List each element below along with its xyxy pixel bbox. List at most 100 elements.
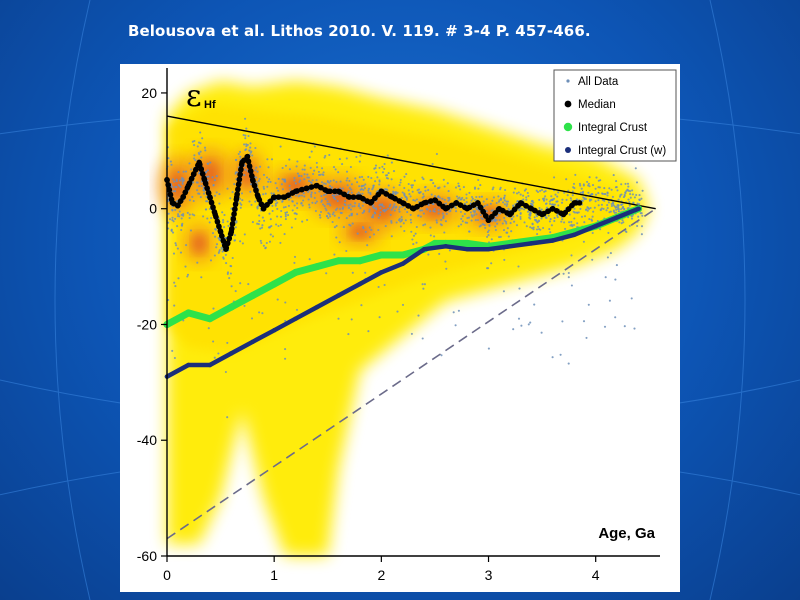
data-point xyxy=(591,193,594,196)
data-point xyxy=(430,193,433,196)
data-point xyxy=(480,195,483,198)
x-tick-label: 2 xyxy=(377,567,385,583)
data-point xyxy=(553,203,556,206)
data-point xyxy=(303,173,306,176)
median-series-point xyxy=(496,205,502,212)
data-point xyxy=(369,193,372,196)
data-point xyxy=(556,214,559,217)
data-point xyxy=(373,211,376,214)
data-point xyxy=(358,160,361,163)
data-point xyxy=(322,171,325,174)
data-point xyxy=(392,205,395,208)
data-point xyxy=(452,311,455,314)
data-point xyxy=(283,180,286,183)
data-point xyxy=(519,217,522,220)
data-point xyxy=(548,228,551,231)
data-point xyxy=(553,216,556,220)
data-point xyxy=(174,190,177,193)
data-point xyxy=(602,207,605,210)
data-point xyxy=(502,290,505,293)
data-point xyxy=(181,222,184,225)
data-point xyxy=(617,204,620,207)
data-point xyxy=(239,282,242,285)
integral-crust-w-series-point xyxy=(464,246,470,252)
data-point xyxy=(437,187,440,190)
integral-crust-w-series-point xyxy=(529,241,534,246)
data-point xyxy=(567,362,570,365)
data-point xyxy=(348,206,351,209)
integral-crust-w-series-point xyxy=(207,362,213,368)
data-point xyxy=(339,180,342,183)
data-point xyxy=(171,349,174,352)
data-point xyxy=(594,193,598,196)
median-series-point xyxy=(260,205,267,212)
data-point xyxy=(396,191,399,194)
data-point xyxy=(225,262,228,265)
median-series-point xyxy=(517,200,524,206)
data-point xyxy=(245,145,248,148)
data-point xyxy=(445,267,448,270)
data-point xyxy=(284,218,287,221)
data-point xyxy=(381,171,385,174)
data-point xyxy=(410,332,413,335)
data-point xyxy=(459,210,462,213)
data-point xyxy=(329,204,332,207)
data-point xyxy=(291,200,294,203)
data-point xyxy=(410,186,414,189)
integral-crust-series-point xyxy=(206,315,214,323)
data-point xyxy=(594,200,597,203)
data-point xyxy=(355,155,358,159)
data-point xyxy=(444,220,447,223)
data-point xyxy=(287,204,290,207)
data-point xyxy=(328,202,331,205)
data-point xyxy=(357,204,360,207)
data-point xyxy=(503,258,506,261)
data-point xyxy=(487,229,490,232)
data-point xyxy=(204,149,207,152)
data-point xyxy=(246,143,249,146)
legend-marker-all-data xyxy=(566,79,570,83)
data-point xyxy=(293,255,297,258)
data-point xyxy=(283,233,286,236)
median-series-point xyxy=(550,205,556,212)
data-point xyxy=(284,357,287,360)
data-point xyxy=(321,167,324,170)
data-point xyxy=(206,200,209,203)
data-point xyxy=(560,220,563,223)
median-series-point xyxy=(571,200,578,206)
data-point xyxy=(302,199,305,202)
data-point xyxy=(572,210,575,213)
citation-title: Belousova et al. Lithos 2010. V. 119. # … xyxy=(128,22,591,40)
data-point xyxy=(296,202,299,205)
data-point xyxy=(433,208,436,211)
data-point xyxy=(371,188,374,191)
data-point xyxy=(537,225,540,228)
data-point xyxy=(390,178,393,181)
data-point xyxy=(597,199,600,202)
legend-marker-median xyxy=(564,100,572,108)
data-point xyxy=(255,166,258,169)
data-point xyxy=(180,217,183,220)
data-point xyxy=(409,213,412,216)
data-point xyxy=(358,202,361,206)
data-point xyxy=(469,211,472,214)
data-point xyxy=(630,217,634,220)
legend: All Data Median Integral Crust Integral … xyxy=(553,69,677,162)
data-point xyxy=(211,176,214,179)
data-point xyxy=(218,248,221,252)
data-point xyxy=(540,208,543,211)
data-point xyxy=(344,200,347,203)
data-point xyxy=(356,232,359,235)
data-point xyxy=(244,168,247,171)
data-point xyxy=(336,200,339,203)
data-point xyxy=(624,230,627,233)
data-point xyxy=(229,272,232,275)
data-point xyxy=(432,209,435,213)
data-point xyxy=(566,194,569,197)
data-point xyxy=(454,186,458,189)
data-point xyxy=(535,220,538,223)
data-point xyxy=(532,226,535,229)
data-point xyxy=(512,328,515,331)
data-point xyxy=(307,176,310,179)
data-point xyxy=(184,170,188,173)
